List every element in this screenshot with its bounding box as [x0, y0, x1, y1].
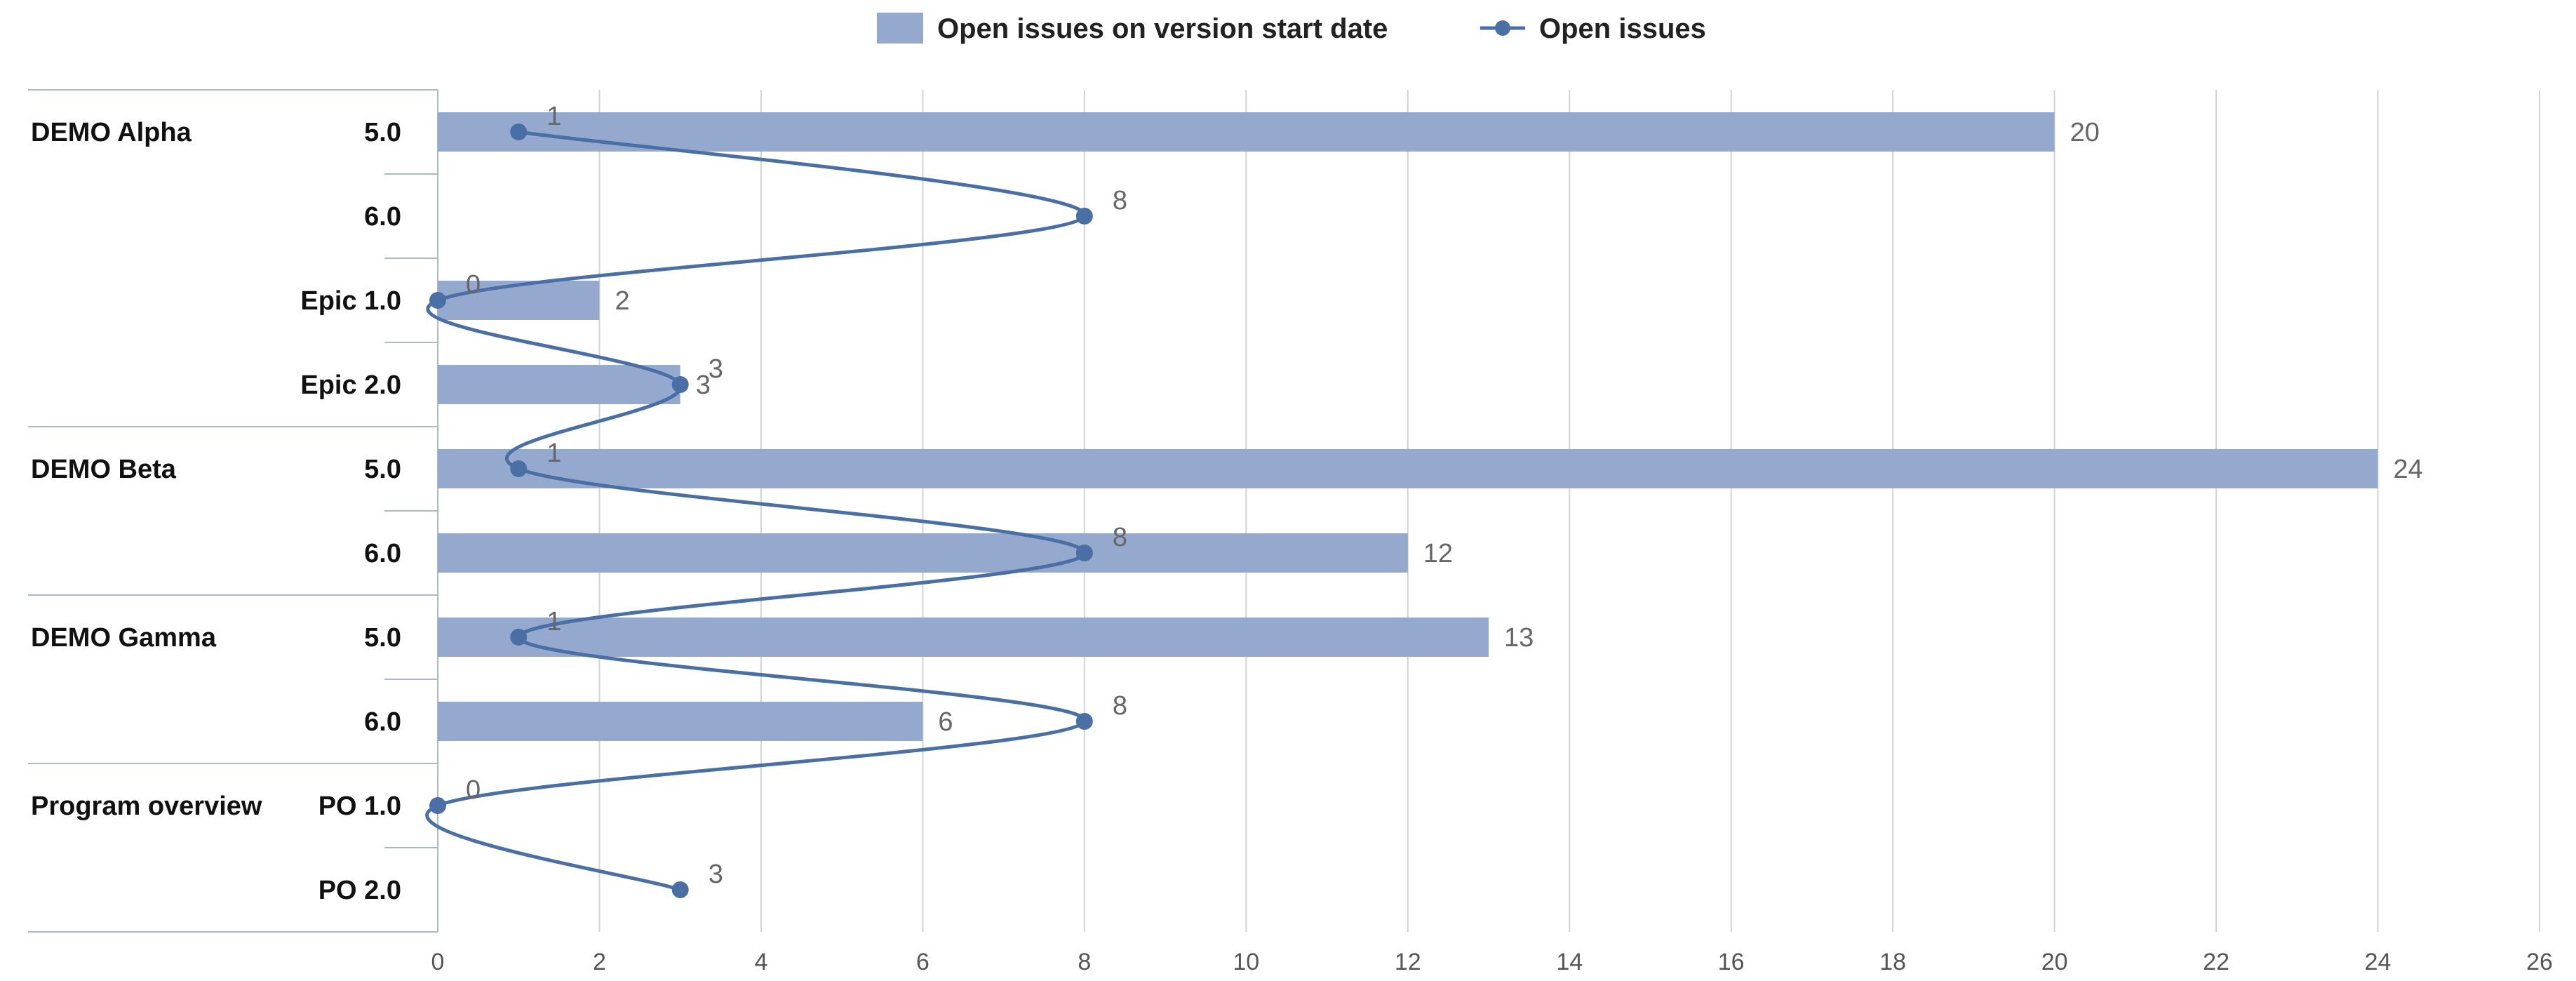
line-data-label: 8 [1113, 523, 1127, 552]
x-tick-label: 20 [2041, 949, 2068, 975]
line-point [1075, 208, 1093, 225]
category-label: Epic 1.0 [300, 286, 401, 316]
x-tick-label: 0 [431, 949, 445, 975]
category-label: 5.0 [364, 118, 401, 147]
x-tick-label: 18 [1879, 949, 1906, 975]
category-label: 6.0 [364, 202, 401, 232]
x-tick-label: 16 [1718, 949, 1745, 975]
bar-data-label: 24 [2394, 455, 2423, 484]
line-point [510, 460, 528, 477]
line-series-path [425, 130, 1087, 892]
category-label: 6.0 [364, 707, 401, 737]
legend-swatch-marker [1495, 20, 1510, 36]
category-label: PO 1.0 [318, 792, 401, 821]
bar-data-label: 12 [1423, 539, 1453, 568]
line-point [429, 797, 446, 814]
x-tick-label: 10 [1233, 949, 1259, 975]
line-data-label: 1 [546, 102, 561, 131]
group-label: DEMO Beta [31, 455, 177, 484]
bar [438, 365, 680, 404]
x-tick-label: 8 [1078, 949, 1091, 975]
category-label: 5.0 [364, 455, 401, 484]
x-tick-label: 14 [1556, 949, 1583, 975]
legend-swatch-bar [877, 13, 923, 44]
bar [438, 449, 2378, 488]
line-data-label: 3 [709, 860, 723, 889]
line-point [510, 124, 528, 140]
line-point [429, 292, 446, 309]
group-label: DEMO Alpha [31, 118, 192, 147]
legend-label-line: Open issues [1539, 13, 1706, 44]
legend-label-bar: Open issues on version start date [937, 13, 1388, 44]
line-point [510, 629, 528, 646]
line-point [671, 881, 689, 898]
category-label: 6.0 [364, 539, 401, 568]
line-data-label: 1 [546, 607, 561, 636]
category-label: PO 2.0 [318, 876, 401, 905]
group-label: DEMO Gamma [31, 623, 217, 653]
line-data-label: 8 [1113, 691, 1127, 721]
bar-data-label: 2 [615, 286, 629, 316]
line-point [1075, 713, 1093, 730]
x-tick-label: 26 [2526, 949, 2553, 975]
bar-data-label: 6 [938, 707, 953, 737]
bar-data-label: 3 [696, 371, 711, 400]
line-data-label: 8 [1113, 186, 1127, 215]
line-data-label: 1 [546, 439, 561, 468]
line-point [671, 376, 689, 393]
bar-data-label: 20 [2070, 118, 2100, 147]
x-tick-label: 12 [1395, 949, 1421, 975]
x-tick-label: 24 [2365, 949, 2391, 975]
line-data-label: 3 [709, 354, 723, 384]
category-label: 5.0 [364, 623, 401, 653]
x-tick-label: 6 [916, 949, 930, 975]
line-point [1075, 545, 1093, 561]
bar [438, 618, 1489, 657]
group-label: Program overview [31, 792, 262, 821]
bar [438, 112, 2055, 152]
category-label: Epic 2.0 [300, 371, 401, 400]
bar-data-label: 13 [1504, 623, 1534, 653]
bar [438, 533, 1408, 573]
bar [438, 702, 923, 741]
x-tick-label: 2 [593, 949, 606, 975]
x-tick-label: 22 [2203, 949, 2229, 975]
bar [438, 281, 600, 320]
line-data-label: 0 [466, 270, 481, 300]
line-data-label: 0 [466, 775, 481, 805]
x-tick-label: 4 [754, 949, 767, 975]
